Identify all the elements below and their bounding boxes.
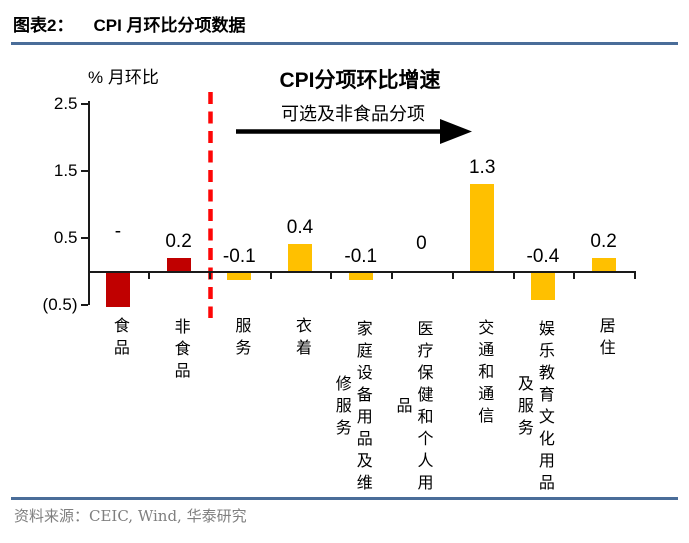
y-axis-tick-label: (0.5) (42, 294, 78, 314)
x-axis-label-服务: 服务 (232, 317, 252, 361)
value-label-衣着: 0.4 (286, 217, 314, 239)
x-axis-tick (634, 273, 636, 279)
x-axis-label-衣着: 衣着 (293, 317, 313, 361)
right-arrow-icon (236, 119, 472, 144)
x-axis-tick (573, 273, 576, 279)
value-label-食品: - (114, 221, 122, 242)
x-axis-label-非食品: 非食品 (171, 317, 191, 384)
y-axis-tick-label: 2.5 (53, 93, 78, 113)
x-axis-label-食品: 食品 (110, 317, 130, 361)
bar-娱乐教育文化用品及服务 (530, 273, 555, 300)
x-axis-tick (269, 273, 272, 279)
bar-衣着 (288, 244, 313, 271)
y-axis-tick (80, 102, 88, 105)
figure-header: 图表2： CPI 月环比分项数据 (13, 11, 246, 36)
value-label-医疗保健和个人用品: 0 (416, 233, 427, 254)
y-axis-tick (80, 303, 88, 306)
x-axis-label-居住: 居住 (596, 317, 616, 361)
bar-食品 (105, 273, 130, 307)
y-axis-tick (80, 236, 88, 239)
source-attribution: 资料来源：CEIC, Wind, 华泰研究 (14, 507, 247, 525)
bar-交通和通信 (470, 183, 495, 271)
header-divider-rule (11, 42, 678, 45)
x-axis-tick (148, 273, 151, 279)
x-axis-label-娱乐教育文化用品及服务: 娱乐教育文化用品 及服务 (514, 320, 555, 496)
x-axis-label-医疗保健和个人用品: 医疗保健和个人用 品 (393, 320, 434, 496)
value-label-非食品: 0.2 (165, 230, 192, 252)
x-axis-tick (391, 273, 394, 279)
bar-家庭设备用品及维修服务 (348, 273, 373, 280)
x-axis-tick (512, 273, 515, 279)
bar-服务 (227, 273, 252, 280)
figure-title: CPI 月环比分项数据 (93, 16, 246, 35)
chart-title: CPI分项环比增速 (279, 69, 441, 92)
figure-number-label: 图表2： (13, 16, 74, 35)
y-axis-tick-label: 0.5 (53, 227, 78, 247)
x-axis-tick (330, 273, 333, 279)
red-dashed-divider (208, 92, 213, 318)
value-label-居住: 0.2 (590, 230, 617, 252)
y-axis-title: % 月环比 (88, 68, 159, 87)
y-axis-line (87, 101, 90, 305)
bar-非食品 (166, 257, 191, 271)
annotation-label: 可选及非食品分项 (281, 104, 425, 125)
value-label-交通和通信: 1.3 (468, 156, 496, 178)
y-axis-tick (80, 169, 88, 172)
y-axis-tick-label: 1.5 (53, 160, 78, 180)
x-axis-label-家庭设备用品及维修服务: 家庭设备用品及维 修服务 (332, 320, 373, 496)
value-label-家庭设备用品及维修服务: -0.1 (344, 246, 378, 267)
value-label-服务: -0.1 (222, 246, 256, 267)
bar-居住 (591, 257, 616, 271)
x-axis-line (87, 271, 636, 273)
footer-divider-rule (11, 497, 678, 500)
x-axis-tick (208, 273, 211, 279)
value-label-娱乐教育文化用品及服务: -0.4 (526, 246, 560, 267)
x-axis-label-交通和通信: 交通和通信 (475, 318, 495, 429)
x-axis-tick (451, 273, 454, 279)
